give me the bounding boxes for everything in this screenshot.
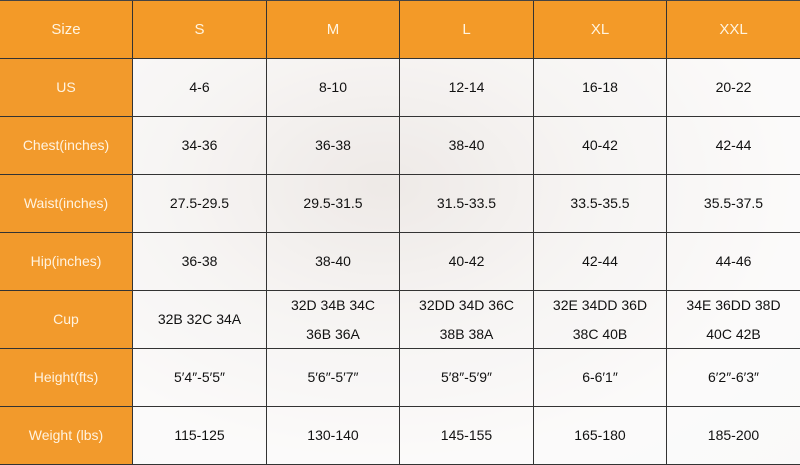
table-cell: 34-36 (133, 117, 267, 175)
table-cell: 115-125 (133, 407, 267, 465)
row-header: Weight (lbs) (0, 407, 133, 465)
table-cell: 32DD 34D 36C 38B 38A (400, 291, 534, 349)
table-cell: 36-38 (267, 117, 400, 175)
table-cell: 40-42 (534, 117, 667, 175)
table-cell: 38-40 (400, 117, 534, 175)
table-cell: 165-180 (534, 407, 667, 465)
table-cell: 8-10 (267, 59, 400, 117)
table-cell: 27.5-29.5 (133, 175, 267, 233)
table-cell: 29.5-31.5 (267, 175, 400, 233)
table-cell: 4-6 (133, 59, 267, 117)
table-cell: 145-155 (400, 407, 534, 465)
table-cell: 5′6″-5′7″ (267, 349, 400, 407)
column-header: XL (534, 1, 667, 59)
row-header: Waist(inches) (0, 175, 133, 233)
table-cell: 12-14 (400, 59, 534, 117)
table-cell: 16-18 (534, 59, 667, 117)
table-cell: 32D 34B 34C 36B 36A (267, 291, 400, 349)
row-header: Chest(inches) (0, 117, 133, 175)
table-cell: 38-40 (267, 233, 400, 291)
table-cell: 6-6′1″ (534, 349, 667, 407)
column-header: XXL (667, 1, 800, 59)
table-cell: 42-44 (667, 117, 800, 175)
table-cell: 5′8″-5′9″ (400, 349, 534, 407)
table-cell: 36-38 (133, 233, 267, 291)
table-cell: 6′2″-6′3″ (667, 349, 800, 407)
table-cell: 32E 34DD 36D 38C 40B (534, 291, 667, 349)
row-header: US (0, 59, 133, 117)
table-cell: 44-46 (667, 233, 800, 291)
table-cell: 33.5-35.5 (534, 175, 667, 233)
column-header: M (267, 1, 400, 59)
table-cell: 42-44 (534, 233, 667, 291)
table-cell: 130-140 (267, 407, 400, 465)
table-cell: 40-42 (400, 233, 534, 291)
column-header: L (400, 1, 534, 59)
row-header: Hip(inches) (0, 233, 133, 291)
column-header: Size (0, 1, 133, 59)
table-cell: 5′4″-5′5″ (133, 349, 267, 407)
table-cell: 31.5-33.5 (400, 175, 534, 233)
row-header: Cup (0, 291, 133, 349)
table-cell: 34E 36DD 38D 40C 42B (667, 291, 800, 349)
table-cell: 35.5-37.5 (667, 175, 800, 233)
table-cell: 32B 32C 34A (133, 291, 267, 349)
table-cell: 185-200 (667, 407, 800, 465)
table-cell: 20-22 (667, 59, 800, 117)
row-header: Height(fts) (0, 349, 133, 407)
column-header: S (133, 1, 267, 59)
